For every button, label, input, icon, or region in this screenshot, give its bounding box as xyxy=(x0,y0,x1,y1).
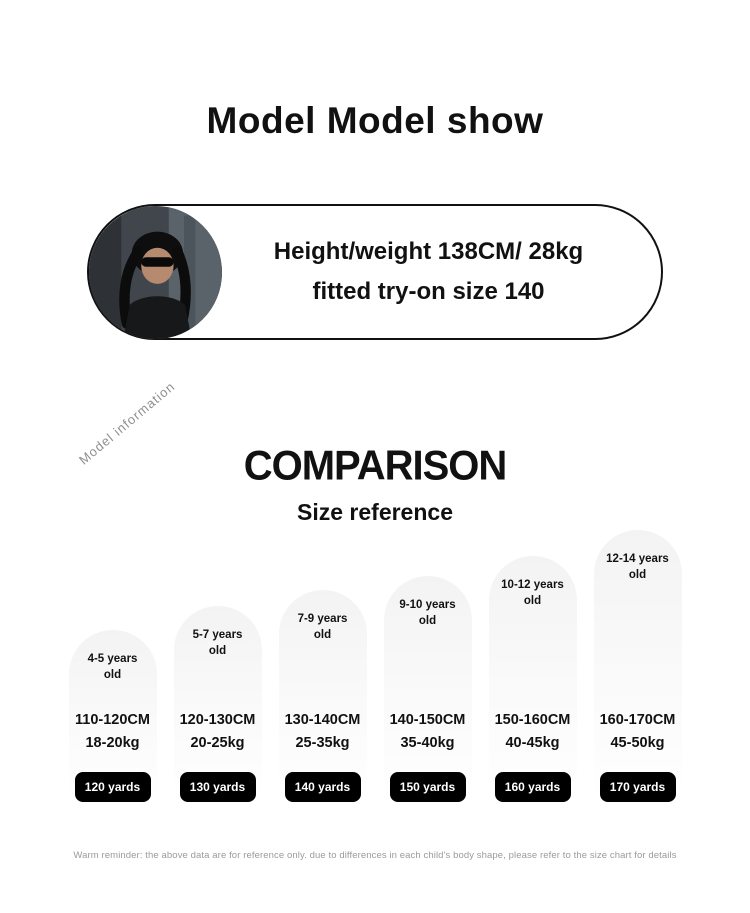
weight-range: 40-45kg xyxy=(505,734,560,751)
yards-badge: 140 yards xyxy=(284,772,361,802)
size-label: 140-150CM 35-40kg xyxy=(384,709,472,754)
model-info-card: Height/weight 138CM/ 28kg fitted try-on … xyxy=(87,204,663,340)
age-label: 10-12 years old xyxy=(501,579,564,607)
yards-badge: 150 yards xyxy=(389,772,466,802)
size-label: 160-170CM 45-50kg xyxy=(594,709,682,754)
warm-reminder-note: Warm reminder: the above data are for re… xyxy=(73,850,677,861)
size-pill-140: 7-9 years old 130-140CM 25-35kg 140 yard… xyxy=(278,590,367,808)
weight-range: 35-40kg xyxy=(400,734,455,751)
weight-range: 45-50kg xyxy=(610,734,665,751)
size-label: 150-160CM 40-45kg xyxy=(489,709,577,754)
model-portrait-illustration xyxy=(89,205,222,339)
model-fitted-size: fitted try-on size 140 xyxy=(312,278,545,305)
size-pill-120: 4-5 years old 110-120CM 18-20kg 120 yard… xyxy=(68,630,157,808)
height-range: 140-150CM xyxy=(389,712,466,729)
size-pill-150: 9-10 years old 140-150CM 35-40kg 150 yar… xyxy=(383,576,472,808)
age-label: 9-10 years old xyxy=(399,599,456,627)
height-range: 160-170CM xyxy=(599,712,676,729)
yards-badge: 130 yards xyxy=(179,772,256,802)
weight-range: 25-35kg xyxy=(295,734,350,751)
size-label: 120-130CM 20-25kg xyxy=(174,709,262,754)
height-range: 120-130CM xyxy=(179,712,256,729)
weight-range: 18-20kg xyxy=(85,734,140,751)
size-pill-130: 5-7 years old 120-130CM 20-25kg 130 yard… xyxy=(173,606,262,808)
size-label: 130-140CM 25-35kg xyxy=(279,709,367,754)
yards-badge: 170 yards xyxy=(599,772,676,802)
size-pill-160: 10-12 years old 150-160CM 40-45kg 160 ya… xyxy=(488,556,577,808)
comparison-heading: COMPARISON xyxy=(243,442,508,490)
model-section: Model information xyxy=(0,204,750,467)
height-range: 150-160CM xyxy=(494,712,571,729)
size-label: 110-120CM 18-20kg xyxy=(69,709,157,754)
age-label: 5-7 years old xyxy=(192,629,243,657)
yards-badge: 120 yards xyxy=(74,772,151,802)
model-measurements: Height/weight 138CM/ 28kg fitted try-on … xyxy=(222,232,661,311)
weight-range: 20-25kg xyxy=(190,734,245,751)
age-label: 4-5 years old xyxy=(87,653,138,681)
height-range: 110-120CM xyxy=(75,712,150,729)
model-height-weight: Height/weight 138CM/ 28kg xyxy=(273,238,584,266)
size-reference-subheading: Size reference xyxy=(297,499,453,525)
size-comparison-chart: 4-5 years old 110-120CM 18-20kg 120 yard… xyxy=(0,528,750,808)
age-label: 7-9 years old xyxy=(297,613,348,641)
yards-badge: 160 yards xyxy=(494,772,571,802)
height-range: 130-140CM xyxy=(284,712,361,729)
page-title: Model Model show xyxy=(206,100,544,141)
size-pill-170: 12-14 years old 160-170CM 45-50kg 170 ya… xyxy=(593,530,682,808)
model-photo xyxy=(89,205,222,339)
age-label: 12-14 years old xyxy=(606,553,669,581)
